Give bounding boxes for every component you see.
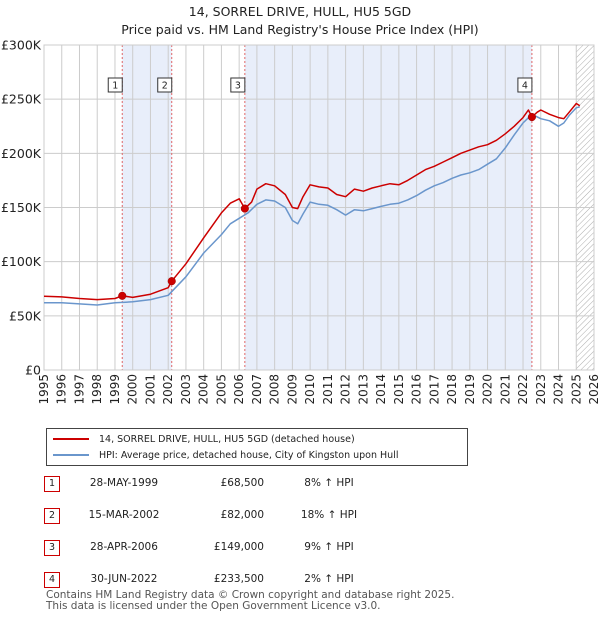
x-tick-label: 2018	[445, 374, 459, 405]
hpi-line	[44, 106, 581, 306]
sale-price: £149,000	[213, 541, 264, 553]
sale-number-badge: 1	[44, 476, 60, 492]
x-tick-label: 2022	[516, 374, 530, 405]
table-row: 4 30-JUN-2022 £233,500 2% ↑ HPI	[44, 572, 384, 588]
x-tick-label: 2000	[126, 374, 140, 405]
sale-hpi-diff: 18% ↑ HPI	[300, 509, 358, 521]
x-tick-label: 2002	[161, 374, 175, 405]
price-chart: 1 2 3 4 £0 £50K £100K £150K £200K £250K £300K 1995 1…	[1, 38, 600, 405]
y-tick-label: £0	[25, 363, 41, 378]
sale-label-box	[230, 77, 246, 93]
legend-item-hpi: HPI: Average price, detached house, City…	[53, 448, 398, 462]
x-tick-label: 1995	[37, 374, 51, 405]
sale-point	[167, 277, 176, 286]
x-tick-label: 2024	[552, 374, 566, 405]
x-tick-label: 2009	[285, 374, 299, 405]
plot-frame	[43, 44, 595, 371]
x-tick-label: 2023	[534, 374, 548, 405]
sale-point	[118, 291, 127, 300]
x-tick-label: 2021	[498, 374, 512, 405]
chart-legend: 14, SORREL DRIVE, HULL, HU5 5GD (detache…	[46, 428, 468, 466]
x-tick-label: 2008	[268, 374, 282, 405]
x-tick-label: 1999	[108, 374, 122, 405]
sale-date: 28-MAY-1999	[89, 477, 159, 489]
chart-title: 14, SORREL DRIVE, HULL, HU5 5GD	[188, 4, 412, 19]
sale-date: 30-JUN-2022	[90, 573, 158, 585]
x-tick-label: 1997	[72, 374, 86, 405]
y-tick-label: £200K	[1, 146, 42, 161]
x-tick-label: 2016	[410, 374, 424, 405]
sale-hpi-diff: 9% ↑ HPI	[304, 541, 354, 553]
y-tick-label: £300K	[1, 38, 42, 53]
x-tick-label: 2017	[427, 374, 441, 405]
table-row: 3 28-APR-2006 £149,000 9% ↑ HPI	[44, 540, 384, 556]
property-price-line	[43, 102, 581, 301]
x-tick-label: 2010	[303, 374, 317, 405]
footer-license: This data is licensed under the Open Gov…	[46, 600, 381, 612]
sale-point	[240, 204, 249, 213]
legend-label-hpi: HPI: Average price, detached house, City…	[99, 449, 399, 461]
x-tick-label: 2003	[179, 374, 193, 405]
sale-date: 28-APR-2006	[90, 541, 158, 553]
sale-price: £233,500	[213, 573, 264, 585]
sale-label: 1	[112, 81, 118, 92]
sale-point	[527, 112, 536, 122]
x-tick-label: 2019	[463, 374, 477, 405]
x-tick-label: 2015	[392, 374, 406, 405]
chart-subtitle: Price paid vs. HM Land Registry's House …	[121, 22, 479, 37]
x-tick-label: 2025	[569, 374, 583, 405]
y-tick-label: £250K	[1, 92, 42, 107]
sale-label: 4	[522, 81, 528, 92]
footer-copyright: Contains HM Land Registry data © Crown c…	[46, 589, 455, 601]
y-tick-label: £100K	[1, 254, 42, 269]
x-tick-label: 2026	[587, 374, 600, 405]
x-tick-label: 2020	[481, 374, 495, 405]
sale-label-box	[157, 77, 173, 93]
x-tick-label: 2001	[143, 374, 157, 405]
sale-hpi-diff: 8% ↑ HPI	[304, 477, 354, 489]
legend-label-property: 14, SORREL DRIVE, HULL, HU5 5GD (detache…	[99, 433, 355, 445]
y-tick-label: £150K	[1, 200, 42, 215]
x-tick-label: 2006	[232, 374, 246, 405]
x-tick-label: 2005	[214, 374, 228, 405]
footer-attribution: Contains HM Land Registry data © Crown c…	[46, 590, 454, 612]
x-tick-label: 2012	[339, 374, 353, 405]
sale-label: 3	[235, 81, 241, 92]
sale-number-badge: 2	[44, 508, 60, 524]
legend-swatch-property	[53, 438, 89, 440]
x-tick-label: 2007	[250, 374, 264, 405]
sale-hpi-diff: 2% ↑ HPI	[304, 573, 354, 585]
table-row: 2 15-MAR-2002 £82,000 18% ↑ HPI	[44, 508, 384, 524]
x-tick-label: 1996	[55, 374, 69, 405]
x-tick-label: 2013	[356, 374, 370, 405]
table-row: 1 28-MAY-1999 £68,500 8% ↑ HPI	[44, 476, 384, 492]
sale-number-badge: 3	[44, 540, 60, 556]
x-tick-label: 2004	[197, 374, 211, 405]
sale-label-box	[517, 77, 533, 93]
sale-price: £68,500	[220, 477, 264, 489]
x-tick-label: 2014	[374, 374, 388, 405]
sale-label-box	[107, 77, 123, 93]
legend-item-property: 14, SORREL DRIVE, HULL, HU5 5GD (detache…	[53, 432, 355, 446]
x-tick-label: 2011	[321, 374, 335, 405]
sale-number-badge: 4	[44, 572, 60, 588]
sale-label: 2	[162, 81, 168, 92]
sale-date: 15-MAR-2002	[88, 509, 160, 521]
sale-price: £82,000	[220, 509, 264, 521]
y-tick-label: £50K	[9, 308, 42, 323]
legend-swatch-hpi	[53, 454, 89, 456]
x-tick-label: 1998	[90, 374, 104, 405]
